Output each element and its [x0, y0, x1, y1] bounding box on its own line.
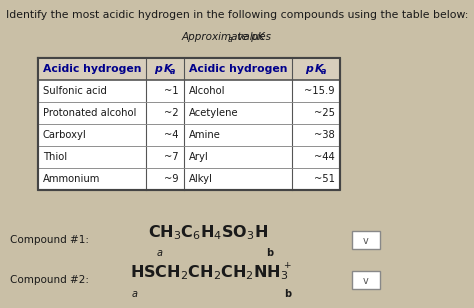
- Text: K: K: [164, 64, 173, 74]
- Text: Compound #1:: Compound #1:: [10, 235, 89, 245]
- Text: Acetylene: Acetylene: [189, 108, 238, 118]
- Text: Identify the most acidic hydrogen in the following compounds using the table bel: Identify the most acidic hydrogen in the…: [6, 10, 468, 20]
- Text: Carboxyl: Carboxyl: [43, 130, 87, 140]
- Bar: [38, 58, 340, 80]
- Text: Alcohol: Alcohol: [189, 86, 226, 96]
- Text: ~38: ~38: [314, 130, 335, 140]
- Text: Aryl: Aryl: [189, 152, 209, 162]
- Text: a: a: [170, 67, 175, 76]
- Text: K: K: [315, 64, 323, 74]
- FancyBboxPatch shape: [352, 231, 380, 249]
- Text: ~2: ~2: [164, 108, 179, 118]
- Text: ~1: ~1: [164, 86, 179, 96]
- Text: HSCH$_2$CH$_2$CH$_2$NH$_3$: HSCH$_2$CH$_2$CH$_2$NH$_3$: [130, 264, 288, 282]
- Text: Approximate pK: Approximate pK: [182, 32, 265, 42]
- Bar: [38, 58, 340, 190]
- Text: p: p: [154, 64, 162, 74]
- Text: ~44: ~44: [314, 152, 335, 162]
- Text: +: +: [283, 261, 291, 270]
- Text: a: a: [132, 289, 138, 299]
- Text: Amine: Amine: [189, 130, 221, 140]
- Text: ~7: ~7: [164, 152, 179, 162]
- Text: CH$_3$C$_6$H$_4$SO$_3$H: CH$_3$C$_6$H$_4$SO$_3$H: [148, 224, 268, 242]
- Text: ~4: ~4: [164, 130, 179, 140]
- Text: Acidic hydrogen: Acidic hydrogen: [43, 64, 141, 74]
- Text: p: p: [305, 64, 313, 74]
- Text: Compound #2:: Compound #2:: [10, 275, 89, 285]
- Text: Ammonium: Ammonium: [43, 174, 100, 184]
- FancyBboxPatch shape: [352, 271, 380, 289]
- Text: b: b: [266, 248, 273, 258]
- Text: v: v: [363, 236, 369, 246]
- Text: Acidic hydrogen: Acidic hydrogen: [189, 64, 287, 74]
- Text: Alkyl: Alkyl: [189, 174, 213, 184]
- Text: a: a: [321, 67, 327, 76]
- Text: Protonated alcohol: Protonated alcohol: [43, 108, 137, 118]
- Text: a: a: [157, 248, 163, 258]
- Text: ~9: ~9: [164, 174, 179, 184]
- Text: a: a: [228, 34, 233, 43]
- Text: values: values: [234, 32, 271, 42]
- Text: ~51: ~51: [314, 174, 335, 184]
- Text: b: b: [284, 289, 292, 299]
- Text: ~25: ~25: [314, 108, 335, 118]
- Text: v: v: [363, 276, 369, 286]
- Text: Sulfonic acid: Sulfonic acid: [43, 86, 107, 96]
- Text: Thiol: Thiol: [43, 152, 67, 162]
- Text: ~15.9: ~15.9: [304, 86, 335, 96]
